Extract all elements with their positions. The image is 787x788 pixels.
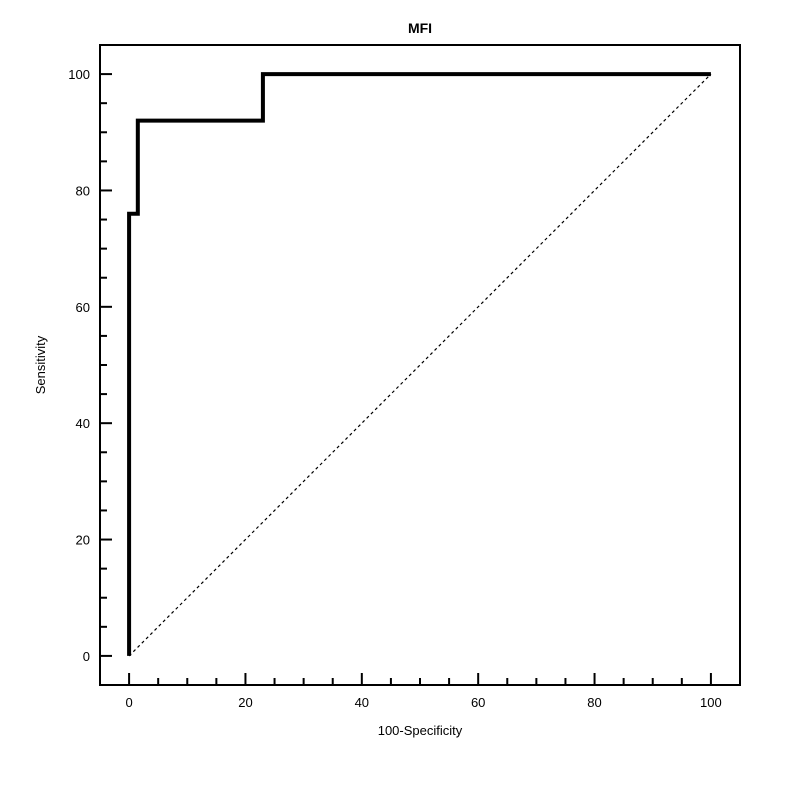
x-tick-label: 60	[471, 695, 485, 710]
x-axis-label: 100-Specificity	[378, 723, 463, 738]
y-axis-label: Sensitivity	[33, 335, 48, 394]
x-tick-label: 80	[587, 695, 601, 710]
chart-title: MFI	[408, 20, 432, 36]
x-tick-label: 100	[700, 695, 722, 710]
x-tick-label: 40	[355, 695, 369, 710]
y-tick-label: 60	[76, 300, 90, 315]
y-tick-label: 40	[76, 416, 90, 431]
y-tick-label: 80	[76, 183, 90, 198]
x-tick-label: 0	[125, 695, 132, 710]
x-tick-label: 20	[238, 695, 252, 710]
y-tick-label: 20	[76, 533, 90, 548]
y-tick-label: 100	[68, 67, 90, 82]
y-tick-label: 0	[83, 649, 90, 664]
chart-svg: 0 20 40 60 80 100 0 20 40 60 80 100 MFI 100-Specifici…	[0, 0, 787, 788]
roc-chart: 0 20 40 60 80 100 0 20 40 60 80 100 MFI 100-Specifici…	[0, 0, 787, 788]
